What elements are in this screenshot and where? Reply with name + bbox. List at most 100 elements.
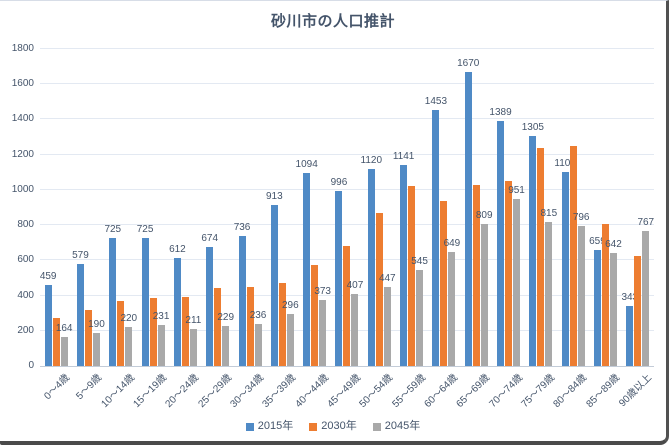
bar-slot xyxy=(505,181,513,366)
bar-2045年 xyxy=(222,326,230,366)
bar-2030年 xyxy=(149,298,157,366)
gridline xyxy=(40,83,654,84)
x-axis-label: 15～19歳 xyxy=(131,372,170,410)
x-axis-label: 5～9歳 xyxy=(74,372,105,403)
bar-2045年 xyxy=(125,327,133,366)
bar-group: 1120 447 xyxy=(361,156,396,366)
x-axis-label: 70～74歳 xyxy=(486,372,525,410)
bar-2030年 xyxy=(472,185,480,366)
x-axis-label: 35～39歳 xyxy=(260,372,299,410)
bar-slot: 1141 xyxy=(393,152,414,366)
bar-slot: 343 xyxy=(621,293,638,366)
legend-item: 2030年 xyxy=(309,421,357,432)
bar-group: 996 407 xyxy=(331,178,363,366)
bar-group: 1101 796 xyxy=(554,146,590,366)
data-label: 1453 xyxy=(424,96,448,107)
bar-slot: 447 xyxy=(379,274,396,366)
bar-slot xyxy=(472,185,480,366)
bar-2030年 xyxy=(569,146,577,366)
bar-2030年 xyxy=(278,283,286,366)
legend-item: 2015年 xyxy=(245,421,293,432)
data-label: 612 xyxy=(169,244,186,255)
bar-series-container: 459 164 579 190 725 220 725 231 612 211 674 229 736 2… xyxy=(40,49,654,366)
bar-group: 1141 545 xyxy=(393,152,428,366)
bar-2030年 xyxy=(408,186,416,366)
bar-2045年 xyxy=(480,224,488,366)
bar-slot: 1305 xyxy=(522,123,544,366)
bar-2045年 xyxy=(383,287,391,366)
bar-slot: 951 xyxy=(508,186,525,366)
bar-2015年 xyxy=(76,264,84,366)
bar-slot xyxy=(537,148,545,366)
bar-group: 579 190 xyxy=(72,251,105,366)
y-tick-label: 1000 xyxy=(11,184,34,195)
bar-slot: 545 xyxy=(411,257,428,366)
data-label: 343 xyxy=(621,292,639,303)
bar-slot: 579 xyxy=(72,251,89,366)
legend-marker-icon xyxy=(245,422,254,431)
bar-2015年 xyxy=(270,205,278,366)
bar-2045年 xyxy=(448,252,456,366)
bar-slot: 459 xyxy=(40,272,57,366)
x-axis-label: 65～69歳 xyxy=(454,372,493,410)
data-label: 373 xyxy=(314,286,331,297)
data-label: 1120 xyxy=(360,155,383,166)
data-label: 1094 xyxy=(295,159,318,170)
bar-group: 1389 951 xyxy=(489,108,525,366)
bar-2030年 xyxy=(84,310,92,366)
bar-slot: 1101 xyxy=(554,159,576,366)
bar-slot: 815 xyxy=(541,209,557,366)
x-axis-line xyxy=(40,366,654,367)
bar-group: 725 231 xyxy=(137,225,169,366)
data-label: 545 xyxy=(411,256,428,267)
bar-slot: 220 xyxy=(120,314,137,366)
bar-group: 725 220 xyxy=(104,225,137,366)
bar-slot: 809 xyxy=(476,211,493,366)
bar-slot: 674 xyxy=(201,234,218,366)
bar-slot: 373 xyxy=(314,287,331,366)
bar-slot xyxy=(181,297,189,366)
bar-slot xyxy=(246,287,254,366)
bar-slot: 229 xyxy=(217,313,234,366)
data-label: 211 xyxy=(185,315,202,326)
bar-slot: 612 xyxy=(169,245,186,366)
bar-slot: 1120 xyxy=(361,156,382,366)
bar-slot: 1670 xyxy=(457,59,479,366)
data-label: 579 xyxy=(72,250,89,261)
bar-slot: 407 xyxy=(347,281,363,366)
bar-2030年 xyxy=(52,318,60,366)
bar-2045年 xyxy=(351,294,359,366)
x-axis-label: 40～44歳 xyxy=(293,372,331,410)
legend-item: 2045年 xyxy=(372,421,420,432)
x-axis-label: 75～79歳 xyxy=(519,372,557,410)
bar-2045年 xyxy=(254,324,262,366)
bar-2045年 xyxy=(513,199,521,366)
bar-slot xyxy=(84,310,92,366)
x-axis-label: 60～64歳 xyxy=(422,372,461,410)
data-label: 913 xyxy=(266,191,283,202)
data-label: 649 xyxy=(443,238,461,249)
bar-2015年 xyxy=(561,172,569,366)
data-label: 736 xyxy=(233,222,251,233)
bar-2030年 xyxy=(601,224,609,366)
bar-2030年 xyxy=(537,148,545,366)
bar-slot xyxy=(601,224,609,366)
data-label: 809 xyxy=(475,210,493,221)
legend-marker-icon xyxy=(309,422,318,431)
bar-slot: 725 xyxy=(104,225,121,366)
bar-2015年 xyxy=(206,247,214,366)
data-label: 407 xyxy=(346,280,364,291)
data-label: 1305 xyxy=(521,122,544,133)
y-tick-label: 400 xyxy=(17,290,34,301)
bar-slot: 211 xyxy=(185,316,201,366)
x-axis-label: 30～34歳 xyxy=(228,372,267,410)
y-tick-label: 0 xyxy=(28,360,34,371)
y-tick-label: 200 xyxy=(17,325,34,336)
data-label: 815 xyxy=(540,208,558,219)
bar-slot: 231 xyxy=(153,312,169,366)
bar-slot xyxy=(149,298,157,366)
data-label: 1670 xyxy=(457,58,480,69)
bar-slot xyxy=(408,186,416,366)
bar-slot: 190 xyxy=(88,320,105,366)
bar-slot: 649 xyxy=(444,239,460,366)
